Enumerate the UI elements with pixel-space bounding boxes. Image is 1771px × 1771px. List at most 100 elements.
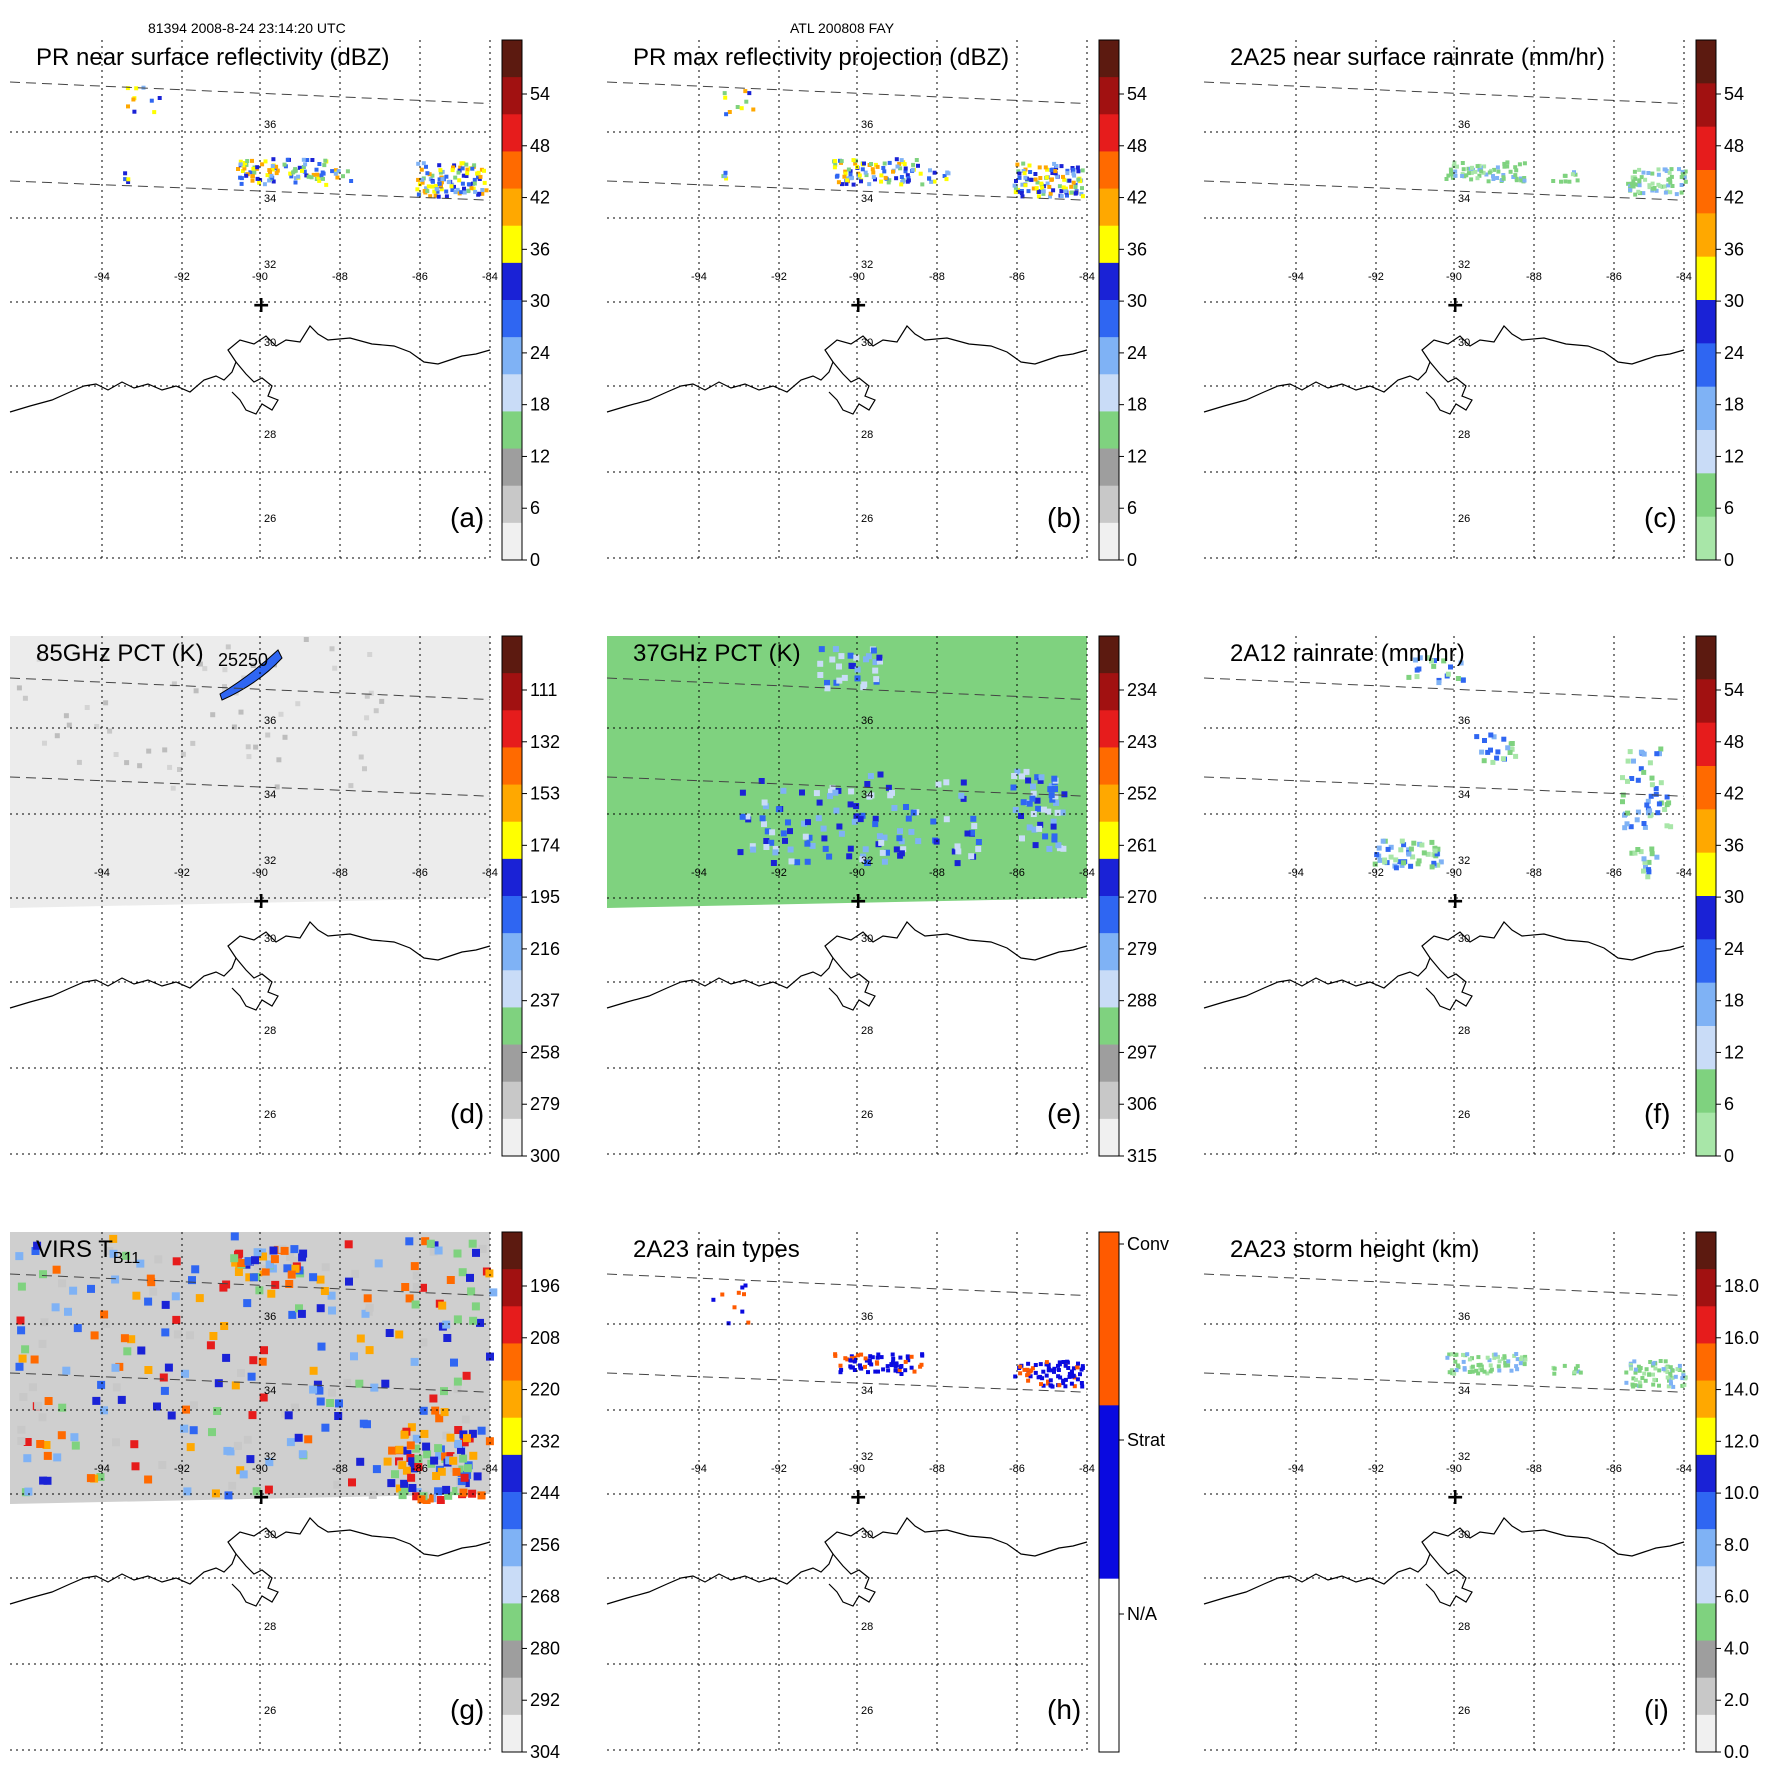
precip-cell: [465, 167, 470, 172]
precip-cell: [92, 1396, 101, 1405]
precip-cell: [1039, 181, 1044, 186]
precip-cell: [437, 181, 442, 186]
precip-cell: [1039, 1382, 1043, 1387]
precip-cell: [469, 1316, 478, 1325]
precip-cell: [827, 793, 833, 800]
precip-cell: [1513, 173, 1518, 178]
precip-cell: [1485, 1371, 1490, 1376]
precip-cell: [1578, 1370, 1583, 1375]
precip-cell: [1518, 1361, 1523, 1366]
colorbar-segment: [1099, 858, 1119, 897]
precip-cell: [385, 1329, 394, 1337]
precip-cell: [1048, 1383, 1053, 1388]
lat-tick-label: 36: [1458, 119, 1470, 131]
precip-cell: [453, 1249, 462, 1258]
precip-cell: [1025, 1367, 1030, 1372]
precip-cell: [1629, 850, 1635, 856]
precip-cell: [36, 1440, 45, 1448]
precip-cell: [1041, 1383, 1046, 1388]
lat-tick-label: 32: [861, 259, 873, 271]
precip-cell: [1506, 1359, 1511, 1364]
precip-cell: [451, 165, 455, 170]
precip-cell: [1416, 666, 1422, 672]
colorbar-label: 232: [530, 1431, 560, 1451]
precip-cell: [211, 1489, 220, 1498]
precip-cell: [944, 177, 949, 182]
precip-cell: [1629, 1366, 1634, 1371]
precip-cell: [348, 783, 354, 789]
precip-cell: [1653, 791, 1659, 797]
precip-cell: [96, 1473, 105, 1481]
precip-cell: [149, 1287, 158, 1296]
precip-cell: [909, 1365, 914, 1370]
precip-cell: [345, 1277, 353, 1286]
lon-tick-label: -90: [1446, 271, 1462, 283]
precip-cell: [720, 1292, 725, 1297]
precip-cell: [1445, 1355, 1450, 1360]
lat-tick-label: 34: [264, 1385, 276, 1397]
precip-cell: [870, 647, 877, 654]
precip-cell: [1075, 1377, 1080, 1382]
precip-cell: [1474, 1368, 1479, 1373]
colorbar-label: 14.0: [1724, 1380, 1759, 1400]
precip-cell: [1633, 1367, 1638, 1372]
precip-cell: [1671, 1384, 1676, 1389]
precip-cell: [867, 1361, 872, 1365]
precip-cell: [482, 180, 487, 185]
precip-cell: [1461, 1359, 1466, 1364]
precip-cell: [1651, 1372, 1655, 1377]
precip-cell: [1037, 777, 1044, 784]
center-marker: +: [252, 293, 270, 318]
precip-cell: [1398, 847, 1404, 853]
precip-cell: [288, 1310, 297, 1319]
precip-cell: [850, 1365, 855, 1370]
colorbar-segment: [1099, 1007, 1119, 1046]
precip-cell: [1069, 190, 1074, 195]
precip-cell: [919, 1362, 924, 1367]
precip-cell: [1399, 838, 1405, 844]
precip-cell: [1047, 184, 1052, 189]
precip-cell: [28, 1383, 37, 1392]
precip-cell: [1666, 1384, 1671, 1389]
panel-label: (d): [450, 1098, 485, 1129]
precip-cell: [1447, 1352, 1452, 1357]
precip-cell: [1062, 177, 1067, 182]
precip-cell: [1071, 180, 1076, 185]
precip-cell: [449, 1456, 458, 1465]
precip-cell: [1624, 1380, 1629, 1385]
precip-cell: [864, 859, 870, 866]
precip-cell: [735, 105, 740, 109]
precip-cell: [1463, 1353, 1468, 1358]
precip-cell: [263, 159, 268, 164]
precip-cell: [416, 177, 421, 182]
precip-cell: [804, 858, 811, 865]
precip-cell: [839, 1367, 844, 1372]
precip-cell: [485, 1437, 494, 1446]
precip-cell: [247, 1372, 256, 1381]
colorbar-label: 279: [1127, 939, 1157, 959]
precip-cell: [864, 781, 871, 787]
colorbar-segment: [1099, 1232, 1119, 1406]
precip-cell: [1625, 810, 1631, 816]
precip-cell: [309, 175, 314, 180]
panel-label: (f): [1644, 1098, 1671, 1129]
precip-cell: [1482, 738, 1487, 743]
precip-cell: [452, 184, 456, 189]
precip-cell: [1050, 171, 1055, 175]
precip-cell: [295, 701, 301, 707]
colorbar-label: 111: [530, 680, 557, 700]
precip-cell: [1481, 170, 1486, 175]
precip-cell: [866, 793, 873, 800]
precip-cells: [123, 85, 489, 199]
precip-cell: [285, 1280, 294, 1288]
delta-coastline: [1425, 1553, 1473, 1607]
precip-cell: [968, 853, 975, 860]
precip-cell: [862, 161, 866, 166]
precip-cell: [1522, 161, 1527, 166]
precip-cells: [711, 1283, 1085, 1389]
precip-cell: [406, 1441, 415, 1450]
precip-cell: [1376, 845, 1382, 851]
precip-cell: [58, 1403, 67, 1412]
precip-cell: [473, 1472, 482, 1481]
precip-cell: [414, 1454, 423, 1463]
